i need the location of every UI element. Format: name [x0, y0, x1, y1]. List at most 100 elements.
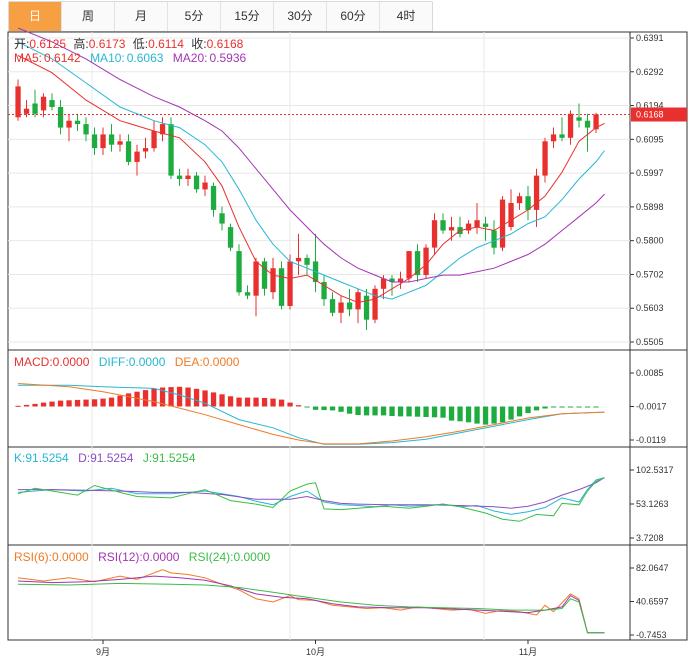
- candle-up: [15, 86, 21, 118]
- candle-down: [414, 251, 421, 276]
- macd-bar-positive: [295, 405, 302, 407]
- macd-bar-negative: [533, 406, 540, 411]
- candle-down: [329, 299, 336, 313]
- y-tick-label: 0.6194: [636, 101, 664, 111]
- macd-bar-positive: [15, 405, 21, 407]
- macd-bar-positive: [83, 399, 89, 407]
- candle-down: [321, 282, 327, 300]
- tab-30min[interactable]: 30分: [274, 2, 327, 31]
- macd-bar-negative: [380, 406, 387, 416]
- macd-bar-positive: [125, 393, 132, 407]
- tab-5min[interactable]: 5分: [168, 2, 221, 31]
- kdj-line-j: [17, 477, 605, 522]
- macd-bar-positive: [23, 404, 30, 407]
- candle-down: [74, 120, 81, 125]
- candle-down: [261, 261, 268, 289]
- macd-bar-negative: [431, 406, 438, 418]
- tab-month[interactable]: 月: [115, 2, 168, 31]
- svg-text:0.6168: 0.6168: [636, 110, 664, 120]
- macd-bar-negative: [406, 406, 412, 417]
- chart-border: [7, 31, 688, 641]
- y-tick-label: 53.1263: [636, 499, 669, 509]
- candle-down: [236, 251, 242, 293]
- macd-bar-negative: [338, 406, 344, 412]
- macd-bar-negative: [329, 406, 336, 411]
- ma-line-ma5: [17, 55, 605, 304]
- macd-bar-negative: [355, 406, 361, 415]
- tab-day[interactable]: 日: [9, 2, 62, 31]
- candle-down: [91, 134, 98, 149]
- x-tick-label: 9月: [96, 647, 110, 657]
- candle-up: [567, 113, 574, 138]
- candle-down: [440, 220, 446, 231]
- macd-bar-positive: [227, 396, 234, 407]
- candle-up: [499, 199, 506, 248]
- tab-60min[interactable]: 60分: [327, 2, 380, 31]
- macd-bar-positive: [100, 398, 106, 407]
- rsi-line-rsi12: [17, 575, 605, 634]
- macd-bar-negative: [312, 406, 319, 410]
- candle-down: [193, 175, 200, 190]
- candle-down: [584, 120, 591, 128]
- macd-bar-negative: [576, 406, 582, 408]
- candle-down: [108, 134, 115, 145]
- macd-bar-negative: [525, 406, 531, 414]
- macd-bar-negative: [584, 406, 591, 408]
- tab-week[interactable]: 周: [62, 2, 115, 31]
- candle-up: [338, 302, 344, 313]
- macd-bar-positive: [270, 398, 276, 407]
- candle-up: [287, 261, 293, 306]
- candle-up: [253, 261, 259, 296]
- candle-up: [23, 108, 30, 114]
- y-tick-label: 0.0085: [636, 368, 664, 378]
- macd-bar-positive: [57, 400, 64, 407]
- y-tick-label: -0.0119: [636, 435, 666, 445]
- candle-down: [278, 268, 285, 306]
- macd-bar-positive: [202, 390, 208, 407]
- legend-rsi: RSI(6):0.0000 RSI(12):0.0000 RSI(24):0.0…: [14, 550, 271, 564]
- x-tick-label: 10月: [306, 647, 325, 657]
- candle-up: [542, 141, 548, 176]
- macd-bar-positive: [32, 403, 38, 407]
- candle-down: [363, 295, 370, 320]
- candle-up: [295, 257, 302, 262]
- candle-up: [550, 134, 557, 142]
- y-tick-label: 0.5603: [636, 303, 664, 313]
- candle-down: [389, 278, 395, 282]
- macd-bar-negative: [550, 406, 557, 408]
- macd-bar-positive: [261, 398, 268, 407]
- macd-bar-negative: [474, 406, 480, 424]
- macd-bar-negative: [448, 406, 455, 421]
- macd-bar-negative: [304, 406, 310, 408]
- y-tick-label: -0.7453: [636, 630, 667, 640]
- candle-up: [151, 131, 157, 149]
- candle-down: [576, 117, 582, 121]
- candle-up: [66, 120, 72, 128]
- y-tick-label: 82.0647: [636, 563, 669, 573]
- candle-up: [423, 247, 429, 275]
- macd-bar-positive: [210, 392, 217, 407]
- macd-bar-negative: [465, 406, 472, 423]
- macd-bar-positive: [176, 386, 183, 407]
- macd-bar-negative: [397, 406, 404, 417]
- macd-bar-positive: [278, 399, 285, 407]
- macd-bar-positive: [219, 394, 225, 407]
- candle-up: [355, 292, 361, 310]
- candle-up: [134, 151, 140, 162]
- legend-macd: MACD:0.0000 DIFF:0.0000 DEA:0.0000: [14, 355, 240, 369]
- ma-line-ma10: [17, 41, 605, 300]
- candle-down: [83, 124, 89, 135]
- y-tick-label: 0.5505: [636, 337, 664, 347]
- macd-bar-positive: [168, 387, 174, 407]
- macd-bar-negative: [516, 406, 523, 417]
- tab-15min[interactable]: 15分: [221, 2, 274, 31]
- y-tick-label: 0.6095: [636, 134, 664, 144]
- macd-bar-positive: [193, 388, 200, 407]
- macd-bar-negative: [482, 406, 489, 425]
- candle-down: [125, 141, 132, 162]
- candle-down: [219, 213, 225, 224]
- macd-bar-positive: [151, 388, 157, 407]
- tab-4hour[interactable]: 4时: [380, 2, 432, 31]
- candle-up: [448, 227, 455, 231]
